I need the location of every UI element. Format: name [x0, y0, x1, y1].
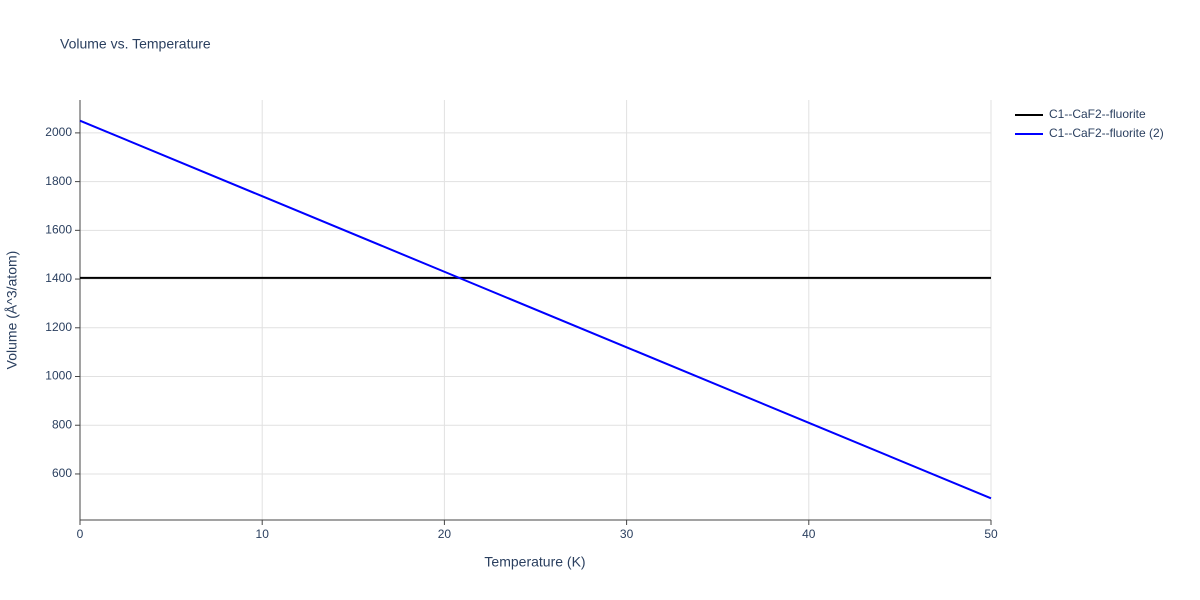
y-tick-label: 800	[52, 417, 72, 431]
y-tick-label: 1400	[45, 271, 72, 285]
legend-label: C1--CaF2--fluorite (2)	[1049, 126, 1164, 140]
y-tick-label: 1600	[45, 223, 72, 237]
y-tick-label: 2000	[45, 125, 72, 139]
y-tick-label: 600	[52, 466, 72, 480]
x-tick-label: 50	[984, 527, 998, 541]
y-axis-title: Volume (Å^3/atom)	[4, 251, 20, 370]
x-tick-label: 40	[802, 527, 816, 541]
y-tick-label: 1800	[45, 174, 72, 188]
chart-title: Volume vs. Temperature	[60, 36, 211, 52]
y-tick-label: 1200	[45, 320, 72, 334]
line-series	[79, 119, 992, 500]
x-tick-label: 10	[256, 527, 270, 541]
x-tick-label: 20	[438, 527, 452, 541]
x-tick-label: 0	[77, 527, 84, 541]
y-tick-label: 1000	[45, 369, 72, 383]
legend-label: C1--CaF2--fluorite	[1049, 107, 1146, 121]
x-tick-label: 30	[620, 527, 634, 541]
x-axis-title: Temperature (K)	[484, 554, 585, 570]
